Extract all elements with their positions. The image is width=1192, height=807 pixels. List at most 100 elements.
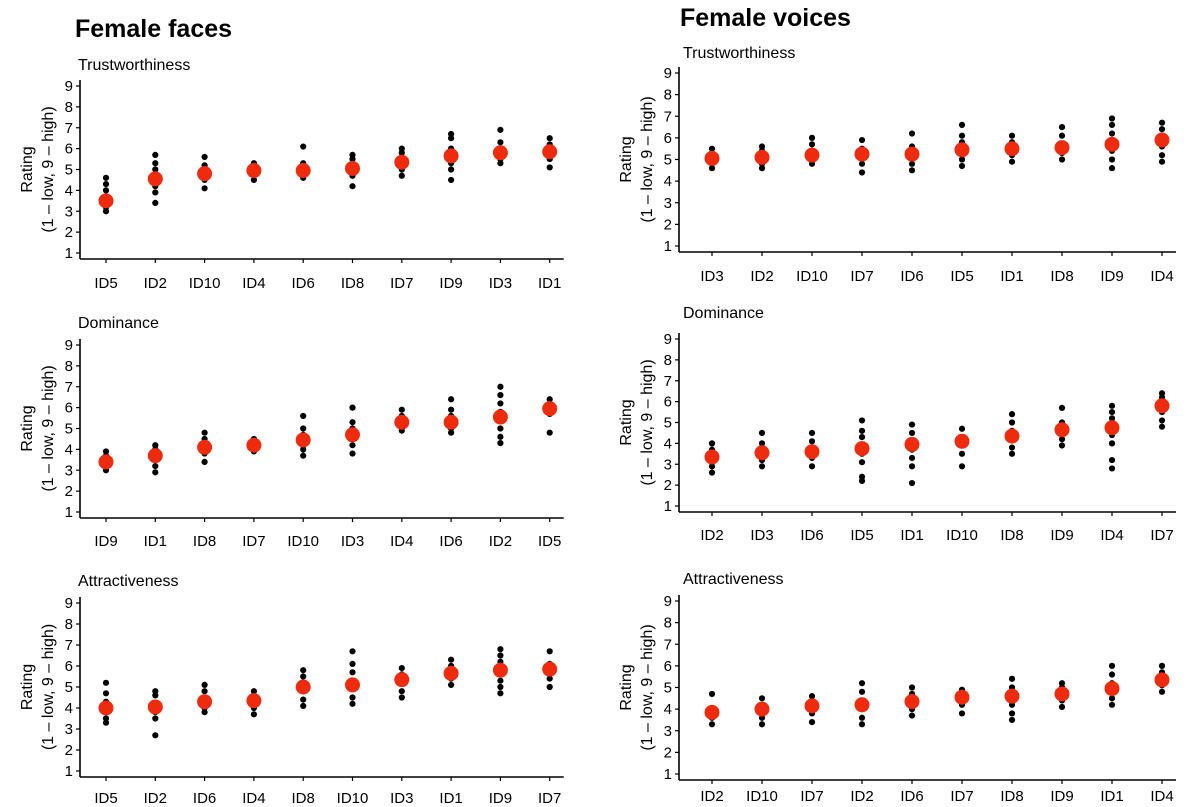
mean-point	[904, 436, 920, 452]
y-tick-label: 3	[664, 456, 672, 473]
individual-point	[1158, 688, 1166, 695]
mean-point	[345, 160, 360, 176]
mean-point	[147, 699, 163, 715]
panel-title: Attractiveness	[683, 571, 783, 588]
individual-point	[858, 136, 866, 144]
y-tick-label: 4	[65, 700, 73, 717]
individual-point	[1108, 671, 1116, 678]
individual-point	[201, 153, 208, 161]
individual-point	[1108, 440, 1116, 447]
y-tick-label: 8	[664, 87, 672, 104]
individual-point	[858, 160, 866, 167]
x-tick-label: ID6	[900, 268, 923, 285]
x-tick-label: ID4	[1150, 788, 1173, 805]
x-tick-label: ID10	[946, 527, 978, 544]
individual-point	[201, 681, 208, 689]
individual-point	[1058, 703, 1066, 711]
individual-point	[1058, 156, 1066, 163]
y-tick-label: 7	[664, 636, 672, 653]
individual-point	[152, 199, 159, 206]
y-tick-label: 1	[664, 238, 672, 255]
individual-point	[858, 714, 866, 721]
mean-point	[246, 437, 262, 453]
y-tick-label: 1	[65, 763, 73, 780]
x-tick-label: ID2	[700, 788, 723, 805]
individual-point	[858, 417, 866, 424]
mean-point	[197, 166, 213, 182]
individual-point	[758, 440, 766, 447]
x-tick-label: ID9	[489, 790, 512, 807]
individual-point	[1108, 701, 1116, 708]
x-tick-label: ID6	[439, 533, 462, 550]
y-axis-label: Rating	[618, 136, 635, 182]
panel-title: Trustworthiness	[683, 45, 795, 62]
y-tick-label: 1	[65, 245, 73, 262]
individual-point	[808, 463, 816, 470]
individual-point	[546, 429, 553, 436]
mean-point	[246, 693, 262, 709]
mean-point	[443, 665, 459, 681]
individual-point	[1008, 419, 1016, 426]
x-tick-label: ID2	[489, 533, 512, 550]
individual-point	[300, 667, 307, 674]
individual-point	[1058, 436, 1066, 443]
y-tick-label: 6	[65, 400, 73, 417]
x-tick-label: ID1	[538, 275, 561, 292]
mean-point	[1054, 422, 1070, 438]
x-tick-label: ID1	[1000, 268, 1023, 285]
y-tick-label: 5	[65, 421, 73, 438]
panel-0-2: Attractiveness 1 2 3 4 5 6 7 8 9 Rating (1 – low, 9…	[19, 573, 564, 807]
x-tick-label: ID4	[1150, 268, 1173, 285]
y-axis-label: Rating	[19, 146, 36, 192]
panel-1-0: Trustworthiness 1 2 3 4 5 6 7 8 9 Rating (1 – low, …	[618, 45, 1176, 285]
y-tick-label: 7	[65, 637, 73, 654]
x-tick-label: ID4	[242, 275, 265, 292]
individual-point	[349, 700, 356, 707]
individual-point	[708, 721, 716, 728]
individual-point	[497, 646, 504, 653]
x-tick-label: ID7	[800, 788, 823, 805]
mean-point	[1154, 398, 1170, 414]
x-tick-label: ID1	[144, 533, 167, 550]
individual-point	[448, 396, 455, 403]
individual-point	[152, 688, 159, 695]
mean-point	[492, 409, 508, 425]
y-tick-label: 1	[664, 498, 672, 515]
y-tick-label: 9	[65, 78, 73, 95]
x-tick-label: ID6	[900, 788, 923, 805]
y-tick-label: 9	[65, 595, 73, 612]
individual-point	[448, 681, 455, 689]
individual-point	[1108, 121, 1116, 128]
individual-point	[1008, 444, 1016, 451]
mean-point	[98, 700, 114, 716]
individual-point	[1008, 716, 1016, 724]
individual-point	[908, 463, 916, 470]
panel-title: Trustworthiness	[78, 57, 190, 74]
mean-point	[1104, 420, 1120, 436]
individual-point	[1008, 411, 1016, 418]
individual-point	[708, 463, 716, 470]
y-tick-label: 5	[65, 679, 73, 696]
individual-point	[201, 688, 208, 695]
individual-point	[808, 134, 816, 141]
individual-point	[1158, 423, 1166, 430]
individual-point	[858, 721, 866, 728]
individual-point	[958, 463, 966, 470]
individual-point	[1058, 442, 1066, 449]
individual-point	[708, 145, 716, 152]
y-tick-label: 4	[664, 435, 672, 452]
individual-point	[858, 169, 866, 176]
individual-point	[152, 732, 159, 739]
mean-point	[542, 401, 558, 417]
individual-point	[349, 404, 356, 411]
mean-point	[394, 672, 410, 688]
individual-point	[1008, 710, 1016, 717]
y-tick-label: 2	[664, 477, 672, 494]
y-axis-label: Rating	[19, 664, 36, 710]
individual-point	[858, 473, 866, 480]
y-tick-label: 2	[65, 483, 73, 500]
individual-point	[758, 429, 766, 437]
x-tick-label: ID3	[390, 790, 413, 807]
individual-point	[1108, 156, 1116, 163]
